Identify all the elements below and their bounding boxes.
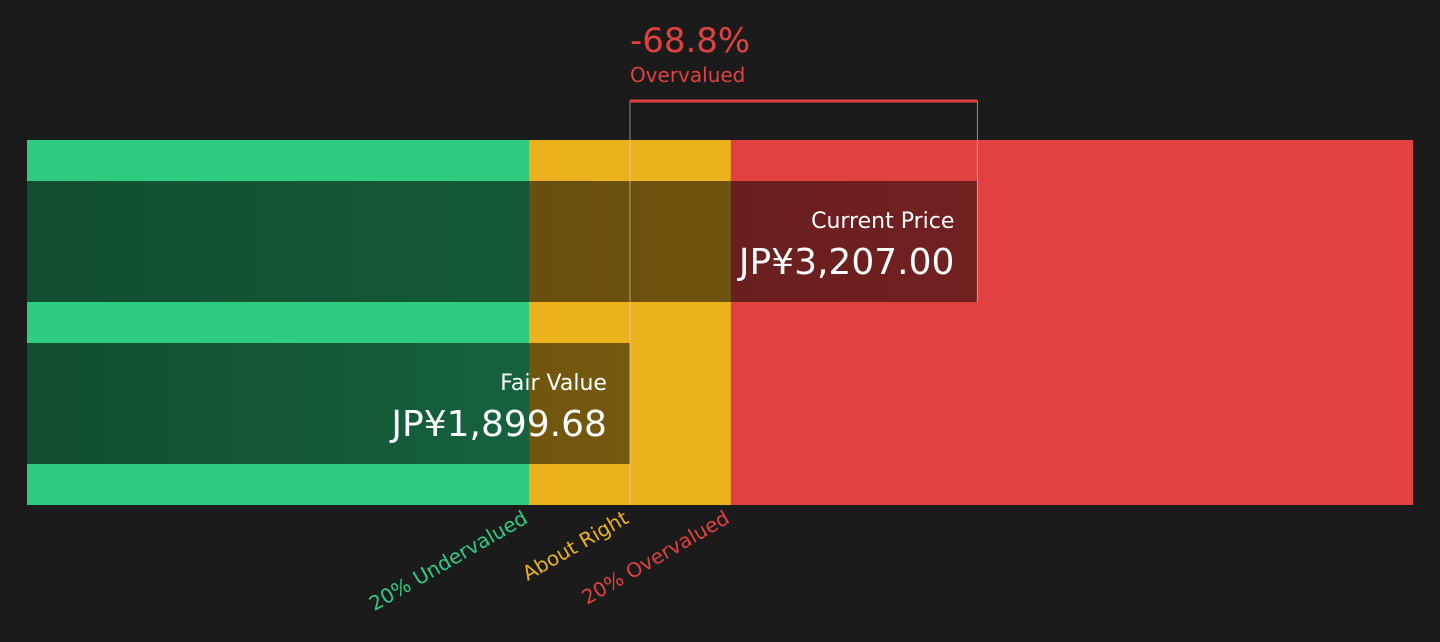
bar-value: JP¥3,207.00 xyxy=(737,242,955,283)
difference: -68.8% xyxy=(630,21,750,61)
bar-name: Fair Value xyxy=(500,371,607,396)
bar-value: JP¥1,899.68 xyxy=(389,404,607,445)
value-bar xyxy=(27,181,978,302)
bar-name: Current Price xyxy=(811,209,954,234)
value-bar xyxy=(27,343,630,464)
zone-label: 20% Undervalued xyxy=(365,506,532,616)
difference-caption: Overvalued xyxy=(630,63,745,87)
